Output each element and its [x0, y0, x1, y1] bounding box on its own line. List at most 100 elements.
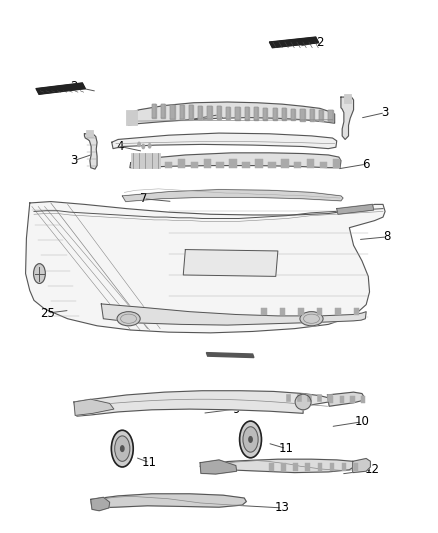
Circle shape: [115, 436, 130, 462]
Text: 11: 11: [279, 442, 294, 455]
Bar: [350, 395, 355, 403]
Polygon shape: [122, 190, 343, 201]
Polygon shape: [91, 497, 110, 511]
Circle shape: [243, 427, 258, 452]
Polygon shape: [200, 459, 356, 473]
Polygon shape: [254, 108, 258, 120]
Bar: [344, 94, 351, 103]
Ellipse shape: [117, 312, 140, 326]
Bar: [307, 394, 311, 401]
Ellipse shape: [295, 394, 311, 410]
Bar: [361, 395, 365, 403]
Polygon shape: [328, 110, 332, 121]
Bar: [307, 159, 314, 168]
Text: 6: 6: [362, 158, 370, 171]
Polygon shape: [200, 460, 237, 474]
Text: 3: 3: [70, 154, 78, 167]
Polygon shape: [101, 304, 366, 325]
Ellipse shape: [300, 312, 323, 326]
Polygon shape: [152, 104, 156, 118]
Polygon shape: [91, 494, 246, 508]
Polygon shape: [310, 109, 314, 121]
Polygon shape: [198, 106, 202, 119]
Bar: [317, 308, 322, 315]
Bar: [255, 159, 263, 168]
Polygon shape: [235, 107, 240, 119]
Text: 2: 2: [316, 36, 324, 49]
Polygon shape: [337, 204, 374, 214]
Bar: [329, 463, 334, 471]
Polygon shape: [353, 458, 371, 473]
Bar: [216, 162, 224, 168]
Polygon shape: [328, 392, 364, 406]
Bar: [335, 308, 341, 315]
Polygon shape: [112, 133, 337, 149]
Circle shape: [34, 264, 46, 284]
Text: 13: 13: [275, 502, 290, 514]
Bar: [340, 395, 344, 403]
Polygon shape: [282, 108, 286, 120]
Circle shape: [249, 437, 252, 442]
Text: 1: 1: [215, 108, 223, 121]
Bar: [165, 162, 173, 168]
Bar: [152, 159, 159, 168]
Bar: [242, 162, 250, 168]
Polygon shape: [74, 391, 330, 416]
Circle shape: [120, 446, 124, 451]
Text: 4: 4: [117, 140, 124, 153]
Polygon shape: [300, 109, 305, 120]
Polygon shape: [291, 109, 295, 120]
Bar: [127, 110, 137, 125]
Bar: [294, 162, 301, 168]
Bar: [279, 308, 286, 315]
Polygon shape: [341, 97, 353, 140]
Polygon shape: [272, 108, 277, 120]
Text: 8: 8: [384, 230, 391, 244]
Bar: [268, 162, 276, 168]
Polygon shape: [129, 102, 335, 125]
Polygon shape: [206, 353, 254, 358]
Bar: [286, 394, 290, 401]
Bar: [328, 394, 332, 401]
Polygon shape: [263, 108, 268, 120]
Polygon shape: [226, 107, 230, 119]
Bar: [131, 153, 160, 168]
Polygon shape: [161, 104, 165, 118]
Bar: [317, 394, 321, 401]
Circle shape: [138, 142, 140, 147]
Bar: [320, 162, 327, 168]
Bar: [293, 463, 298, 471]
Polygon shape: [130, 153, 341, 168]
Bar: [332, 159, 340, 168]
Bar: [139, 162, 147, 168]
Bar: [329, 395, 333, 403]
Circle shape: [142, 144, 145, 149]
Circle shape: [148, 144, 151, 148]
Polygon shape: [217, 106, 221, 119]
Text: 9: 9: [232, 402, 240, 416]
Polygon shape: [189, 106, 193, 119]
Bar: [298, 308, 304, 315]
Bar: [261, 308, 267, 315]
Text: 12: 12: [365, 463, 380, 477]
Bar: [178, 159, 185, 168]
Circle shape: [111, 430, 133, 467]
Bar: [353, 463, 358, 471]
Circle shape: [240, 421, 261, 458]
Polygon shape: [36, 83, 85, 94]
Polygon shape: [208, 106, 212, 119]
Bar: [342, 463, 346, 471]
Text: 11: 11: [142, 456, 157, 469]
Bar: [318, 463, 322, 471]
Bar: [191, 162, 198, 168]
Text: 25: 25: [40, 306, 55, 320]
Polygon shape: [319, 109, 323, 121]
Bar: [353, 308, 360, 315]
Text: 2: 2: [70, 80, 78, 93]
Bar: [204, 159, 211, 168]
Bar: [281, 159, 289, 168]
Polygon shape: [74, 399, 114, 415]
Polygon shape: [269, 37, 319, 47]
Text: 7: 7: [140, 192, 147, 205]
Bar: [269, 463, 274, 471]
